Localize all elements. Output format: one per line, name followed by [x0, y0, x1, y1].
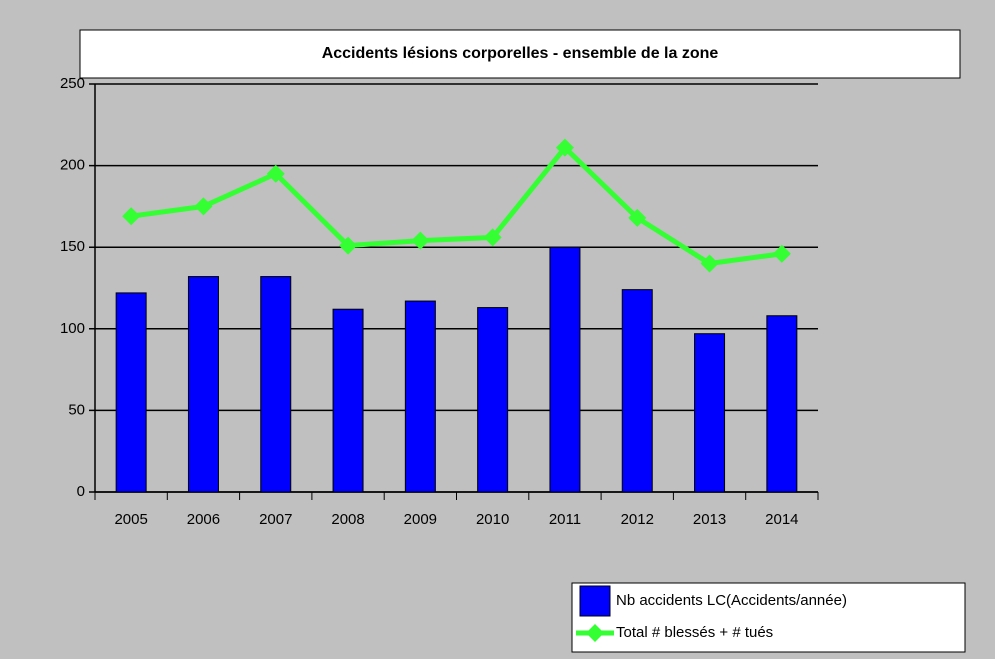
x-tick-label: 2011 [549, 511, 581, 528]
bar [332, 308, 364, 493]
x-tick-label: 2013 [693, 511, 726, 528]
bar [115, 292, 147, 493]
y-tick-label: 250 [60, 75, 85, 92]
marker [194, 197, 213, 216]
y-tick-label: 150 [60, 238, 85, 255]
legend-swatch [579, 585, 611, 617]
x-tick-label: 2007 [259, 511, 292, 528]
bar [694, 333, 726, 493]
marker [266, 164, 285, 183]
bar [549, 246, 581, 493]
legend-label: Total # blessés + # tués [616, 624, 773, 641]
line [130, 143, 783, 267]
y-tick-label: 50 [68, 401, 85, 418]
marker [122, 207, 141, 226]
bar [766, 315, 798, 493]
x-tick-label: 2009 [404, 511, 437, 528]
legend-marker [586, 624, 604, 642]
bar [621, 289, 653, 493]
y-tick-label: 0 [77, 483, 85, 500]
legend-label: Nb accidents LC(Accidents/année) [616, 592, 847, 609]
marker [628, 208, 647, 227]
legend-box [571, 582, 966, 653]
x-tick-label: 2005 [114, 511, 147, 528]
chart-title: Accidents lésions corporelles - ensemble… [322, 45, 719, 62]
bar [404, 300, 436, 493]
y-tick-label: 100 [60, 320, 85, 337]
x-tick-label: 2012 [621, 511, 654, 528]
marker [772, 244, 791, 263]
y-tick-label: 200 [60, 157, 85, 174]
marker [483, 228, 502, 247]
x-tick-label: 2010 [476, 511, 509, 528]
marker [555, 138, 574, 157]
x-tick-label: 2008 [331, 511, 364, 528]
marker [700, 254, 719, 273]
bar [477, 307, 509, 493]
marker [411, 231, 430, 250]
bar [187, 276, 219, 493]
x-tick-label: 2014 [765, 511, 798, 528]
x-tick-label: 2006 [187, 511, 220, 528]
bar [260, 276, 292, 493]
title-box [79, 29, 961, 79]
marker [339, 236, 358, 255]
